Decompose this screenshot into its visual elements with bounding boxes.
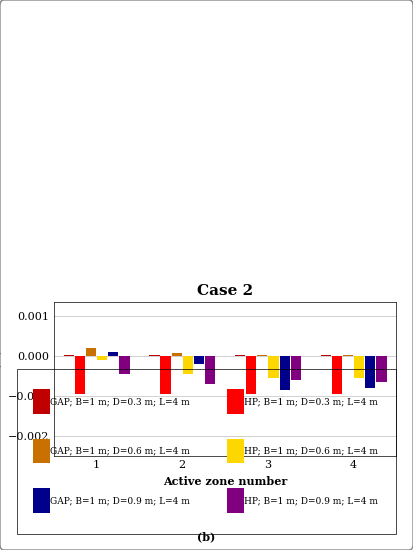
Bar bbox=[119, 356, 130, 374]
Bar bbox=[183, 75, 193, 78]
Bar bbox=[119, 75, 130, 79]
Bar bbox=[160, 75, 171, 80]
Bar bbox=[235, 59, 245, 75]
Bar bbox=[171, 353, 182, 356]
Bar bbox=[64, 355, 74, 356]
Bar bbox=[205, 356, 215, 384]
Bar bbox=[280, 356, 290, 390]
Bar bbox=[108, 352, 119, 356]
Title: Case 2: Case 2 bbox=[197, 284, 253, 298]
Bar bbox=[291, 356, 301, 380]
Bar bbox=[246, 356, 256, 394]
Bar bbox=[291, 75, 301, 78]
Bar bbox=[332, 75, 342, 131]
Bar bbox=[354, 75, 364, 97]
X-axis label: Active zone number: Active zone number bbox=[163, 476, 287, 487]
Bar bbox=[376, 356, 387, 382]
Bar bbox=[280, 62, 290, 75]
Y-axis label: Heave (m): Heave (m) bbox=[0, 69, 2, 128]
Bar bbox=[194, 356, 204, 364]
Bar bbox=[320, 355, 331, 356]
Bar bbox=[257, 62, 268, 75]
Bar bbox=[320, 37, 331, 75]
Bar bbox=[75, 356, 85, 394]
Bar bbox=[257, 355, 268, 356]
Bar bbox=[97, 75, 107, 76]
Bar bbox=[268, 75, 279, 79]
Bar bbox=[376, 75, 387, 91]
Bar bbox=[108, 72, 119, 75]
Bar bbox=[332, 356, 342, 394]
Bar bbox=[183, 356, 193, 374]
Bar bbox=[235, 355, 245, 356]
Bar bbox=[86, 348, 96, 356]
Bar bbox=[64, 74, 74, 75]
Bar bbox=[97, 356, 107, 360]
Bar bbox=[75, 75, 85, 79]
Bar bbox=[194, 70, 204, 75]
Bar bbox=[365, 42, 375, 75]
Bar bbox=[246, 75, 256, 81]
Title: Case 1: Case 1 bbox=[197, 4, 253, 18]
Bar bbox=[365, 356, 375, 388]
Bar bbox=[171, 74, 182, 75]
Bar bbox=[205, 75, 215, 79]
Y-axis label: Heave (m): Heave (m) bbox=[0, 350, 2, 408]
Bar bbox=[149, 72, 159, 75]
Bar bbox=[268, 356, 279, 378]
X-axis label: Active zone number: Active zone number bbox=[163, 196, 287, 207]
Bar bbox=[149, 355, 159, 356]
Bar bbox=[343, 355, 353, 356]
Bar bbox=[354, 356, 364, 378]
Bar bbox=[343, 40, 353, 75]
Bar bbox=[160, 356, 171, 394]
